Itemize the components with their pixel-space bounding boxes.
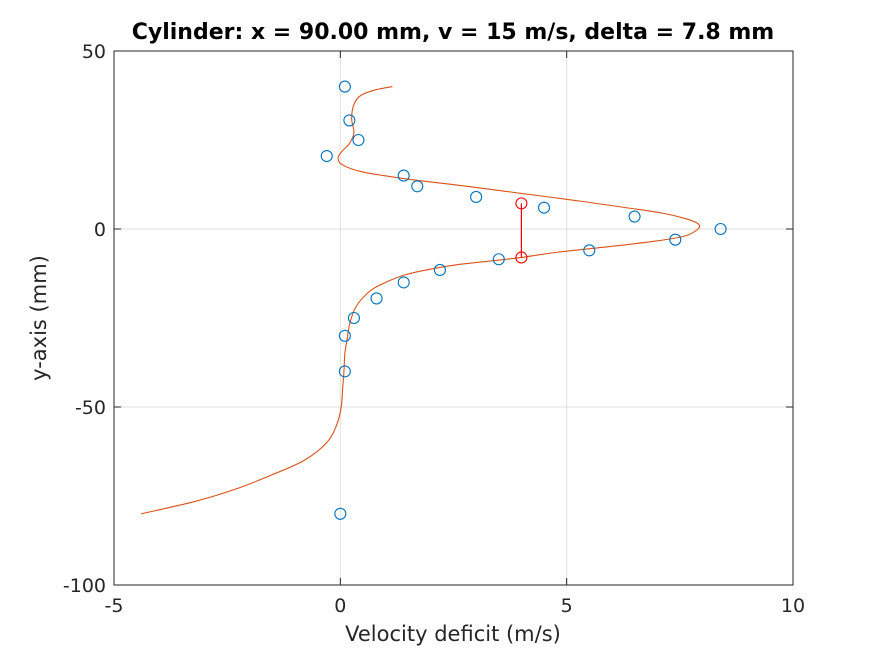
data-point <box>583 244 596 257</box>
data-point <box>338 80 351 93</box>
fit-curve <box>141 86 701 515</box>
data-point <box>470 190 483 204</box>
x-tick-label: -5 <box>105 595 124 617</box>
delta-endpoint <box>515 251 528 264</box>
data-point <box>347 311 360 325</box>
data-point <box>492 253 505 266</box>
grid-lines <box>113 50 794 586</box>
data-point <box>433 263 446 276</box>
delta-endpoint <box>515 197 528 210</box>
x-tick-label: 10 <box>781 595 805 617</box>
x-axis-label: Velocity deficit (m/s) <box>345 622 561 646</box>
measured-points <box>320 80 727 520</box>
data-point <box>714 222 727 236</box>
y-tick-label: -50 <box>75 397 106 419</box>
delta-marker <box>515 197 528 264</box>
plot-frame <box>113 50 794 586</box>
data-point <box>352 133 365 147</box>
data-point <box>338 329 351 342</box>
chart-title: Cylinder: x = 90.00 mm, v = 15 m/s, delt… <box>132 20 775 45</box>
data-point <box>320 149 333 163</box>
data-point <box>343 114 356 127</box>
data-point <box>669 233 682 246</box>
y-axis-label: y-axis (mm) <box>27 255 51 381</box>
data-point <box>537 201 551 214</box>
y-tick-label: 0 <box>94 219 106 241</box>
y-tick-label: 50 <box>82 41 106 63</box>
data-point <box>370 292 383 305</box>
y-tick-label: -100 <box>63 575 106 597</box>
data-point <box>397 276 410 289</box>
data-point <box>628 210 641 223</box>
x-tick-label: 0 <box>334 595 346 617</box>
x-tick-label: 5 <box>561 595 573 617</box>
data-point <box>397 169 410 182</box>
fit-curve-line <box>141 86 701 515</box>
data-point <box>334 507 347 520</box>
data-point <box>411 180 424 193</box>
data-point <box>338 365 351 378</box>
